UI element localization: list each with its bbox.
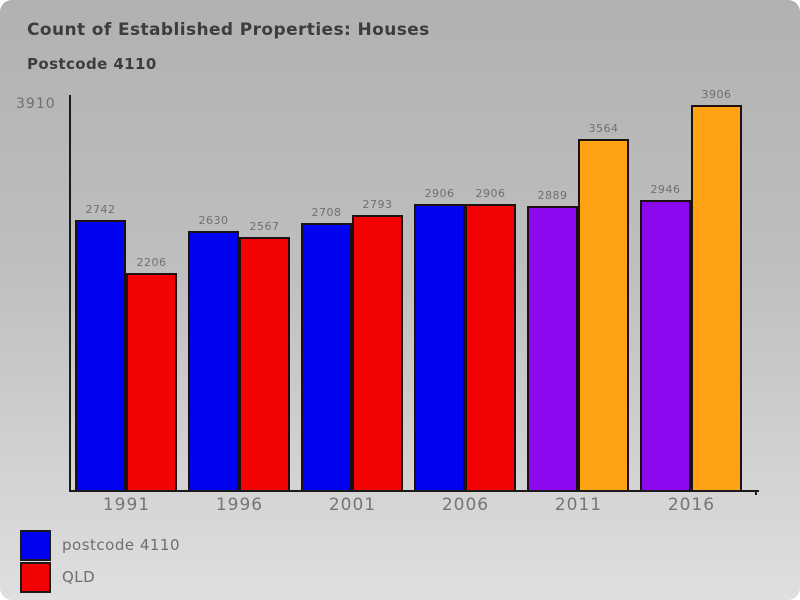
x-axis-label-1991: 1991	[102, 495, 151, 515]
legend: postcode 4110 QLD	[20, 529, 180, 593]
bar-1991-series2	[126, 273, 177, 490]
y-axis-max-tick-label: 3910	[16, 96, 56, 112]
bar-value-label: 2793	[362, 198, 393, 211]
bar-2001-series2	[352, 215, 403, 490]
bar-2016-series2	[691, 105, 742, 490]
x-axis-label-2016: 2016	[667, 495, 716, 515]
bar-value-label: 3906	[701, 88, 732, 101]
x-axis-end-tick	[755, 490, 757, 495]
chart-subtitle: Postcode 4110	[27, 55, 157, 73]
bar-2006-series2	[465, 204, 516, 490]
x-axis-label-2001: 2001	[328, 495, 377, 515]
bar-2006-series1	[414, 204, 465, 490]
bar-value-label: 2206	[136, 256, 167, 269]
bar-value-label: 2906	[475, 187, 506, 200]
bar-1996-series2	[239, 237, 290, 490]
bar-value-label: 2946	[650, 183, 681, 196]
legend-swatch-red-icon	[20, 561, 51, 593]
bar-2016-series1	[640, 200, 691, 490]
bar-1996-series1	[188, 231, 239, 490]
bar-value-label: 2742	[85, 203, 116, 216]
bar-value-label: 2906	[424, 187, 455, 200]
bar-2011-series2	[578, 139, 629, 490]
legend-label-qld: QLD	[62, 568, 96, 586]
bar-value-label: 2708	[311, 206, 342, 219]
x-axis-label-2011: 2011	[554, 495, 603, 515]
bar-value-label: 2889	[537, 189, 568, 202]
legend-item-postcode: postcode 4110	[20, 529, 180, 561]
chart-title: Count of Established Properties: Houses	[27, 20, 430, 40]
x-axis-line	[69, 490, 759, 492]
bar-2001-series1	[301, 223, 352, 490]
bar-value-label: 3564	[588, 122, 619, 135]
bar-1991-series1	[75, 220, 126, 490]
bar-value-label: 2630	[198, 214, 229, 227]
legend-swatch-blue-icon	[20, 529, 51, 561]
y-axis-line	[69, 95, 71, 490]
x-axis-label-1996: 1996	[215, 495, 264, 515]
bar-2011-series1	[527, 206, 578, 490]
bar-value-label: 2567	[249, 220, 280, 233]
legend-item-qld: QLD	[20, 561, 180, 593]
legend-label-postcode: postcode 4110	[62, 536, 181, 554]
x-axis-label-2006: 2006	[441, 495, 490, 515]
